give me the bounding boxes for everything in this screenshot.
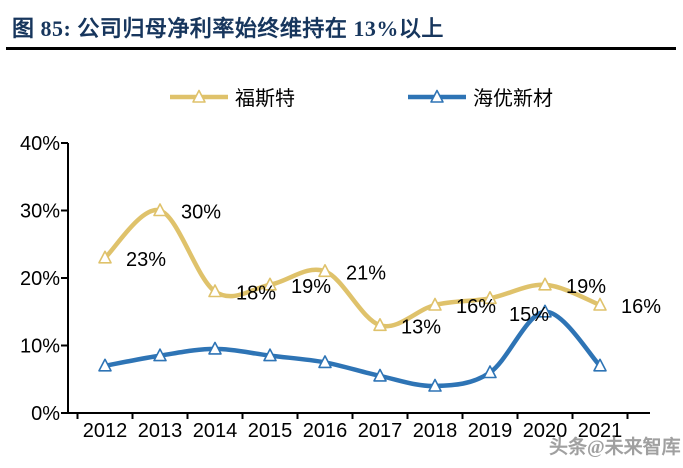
line-marker-icon (170, 89, 228, 103)
data-point-marker (318, 264, 332, 278)
legend-triangle-marker (192, 89, 206, 103)
x-tick-label: 2012 (83, 420, 128, 442)
data-point-label: 30% (181, 202, 221, 224)
data-point-marker (98, 358, 112, 372)
y-tick-label: 10% (20, 336, 60, 358)
data-point-label: 18% (236, 283, 276, 305)
data-point-marker (593, 358, 607, 372)
legend-triangle-marker (430, 89, 444, 103)
data-point-marker (593, 297, 607, 311)
y-tick-label: 30% (20, 201, 60, 223)
data-point-marker (263, 277, 277, 291)
data-point-marker (208, 341, 222, 355)
data-point-marker (373, 368, 387, 382)
data-point-marker (373, 318, 387, 332)
x-tick-label: 2020 (523, 420, 568, 442)
data-point-label: 19% (566, 276, 606, 298)
watermark: 头条@未来智库 (549, 437, 681, 458)
x-tick-label: 2019 (468, 420, 513, 442)
x-tick-label: 2014 (193, 420, 238, 442)
data-point-label: 19% (291, 276, 331, 298)
data-point-label: 15% (509, 304, 549, 326)
series-line (102, 309, 603, 389)
data-point-marker (263, 348, 277, 362)
data-point-label: 16% (621, 296, 661, 318)
x-tick-label: 2015 (248, 420, 293, 442)
legend-label: 福斯特 (235, 88, 295, 110)
data-point-marker (428, 297, 442, 311)
legend-item-foster: 福斯特 (170, 82, 295, 111)
series-line (102, 208, 603, 329)
data-point-marker (153, 203, 167, 217)
data-point-marker (428, 378, 442, 392)
data-point-marker (98, 250, 112, 264)
x-tick-label: 2018 (413, 420, 458, 442)
x-tick-label: 2016 (303, 420, 348, 442)
y-tick-label: 0% (31, 403, 60, 425)
figure-title: 图 85: 公司归母净利率始终维持在 13%以上 (12, 16, 444, 41)
legend-label: 海优新材 (473, 88, 553, 110)
data-point-marker (538, 304, 552, 318)
x-tick-label: 2013 (138, 420, 183, 442)
data-point-marker (153, 348, 167, 362)
x-tick-label: 2021 (578, 420, 623, 442)
y-tick-label: 40% (20, 133, 60, 155)
data-point-label: 16% (456, 296, 496, 318)
data-point-label: 13% (401, 316, 441, 338)
data-point-marker (318, 355, 332, 369)
data-point-marker (483, 365, 497, 379)
x-tick-label: 2017 (358, 420, 403, 442)
title-divider (6, 47, 676, 50)
y-tick-label: 20% (20, 268, 60, 290)
data-point-label: 21% (346, 262, 386, 284)
data-point-marker (538, 277, 552, 291)
line-marker-icon (408, 89, 466, 103)
data-point-label: 23% (126, 249, 166, 271)
data-point-marker (483, 291, 497, 305)
legend-item-haiyou: 海优新材 (408, 82, 553, 111)
data-point-marker (208, 284, 222, 298)
